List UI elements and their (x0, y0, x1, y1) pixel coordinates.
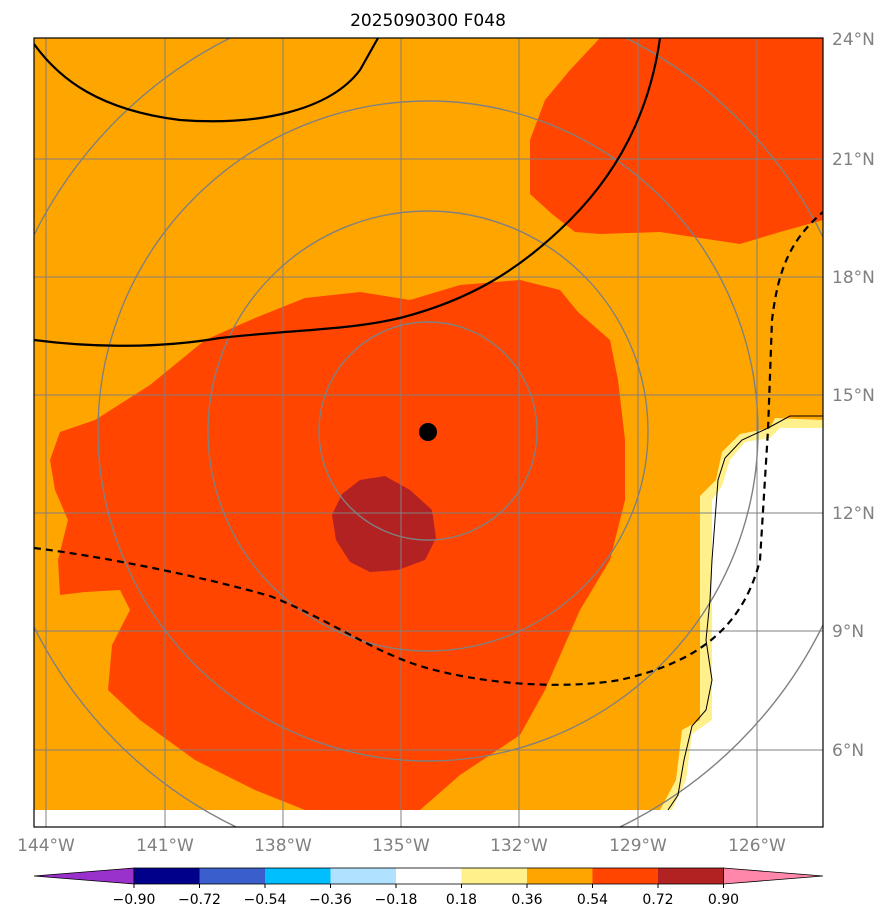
field-bottom-blank (34, 810, 823, 827)
colorbar (33, 867, 824, 888)
storm-center-marker (419, 423, 437, 441)
lat-label: 12°N (832, 504, 875, 524)
field-red-region-northeast (530, 38, 823, 244)
lat-label: 6°N (832, 741, 864, 761)
colorbar-tick-label: 0.90 (708, 892, 739, 908)
lat-label: 15°N (832, 386, 875, 406)
colorbar-extend-low (33, 867, 135, 885)
contour-solid-top (34, 38, 379, 123)
contour-solid-main (34, 38, 662, 347)
coastline (667, 415, 823, 811)
range-ring-2 (207, 210, 649, 652)
colorbar-extend-high (723, 867, 824, 885)
lon-label: 126°W (728, 836, 786, 856)
lon-label: 135°W (372, 836, 430, 856)
lat-label: 24°N (832, 30, 875, 50)
contours-dashed (34, 211, 823, 686)
lon-label: 132°W (490, 836, 548, 856)
colorbar-labels: −0.90 −0.72 −0.54 −0.36 −0.18 0.18 0.36 0.54 0.7… (113, 892, 740, 908)
colorbar-segment (265, 868, 331, 884)
colorbar-segment (330, 868, 397, 884)
colorbar-segment (592, 868, 659, 884)
colorbar-segment (396, 868, 462, 884)
colorbar-tick-label: −0.72 (178, 892, 221, 908)
colorbar-segment (134, 868, 200, 884)
field-red-region-main (50, 280, 625, 810)
colorbar-tick-label: 0.36 (511, 892, 542, 908)
colorbar-segment (461, 868, 528, 884)
map-plot-area (34, 38, 823, 827)
colorbar-tick-label: −0.36 (309, 892, 352, 908)
lat-label: 9°N (832, 622, 864, 642)
colorbar-segment (658, 868, 724, 884)
lon-label: 141°W (136, 836, 194, 856)
colorbar-tick-label: 0.54 (577, 892, 608, 908)
colorbar-tick-label: −0.90 (113, 892, 156, 908)
contour-dashed-south (34, 211, 823, 686)
colorbar-tick-label: −0.18 (375, 892, 418, 908)
lon-label: 138°W (254, 836, 312, 856)
lat-label: 18°N (832, 268, 875, 288)
colorbar-tick-label: 0.18 (446, 892, 477, 908)
lon-label: 144°W (17, 836, 75, 856)
longitude-labels: 144°W 141°W 138°W 135°W 132°W 129°W 126°… (17, 836, 786, 856)
colorbar-tick-label: −0.54 (244, 892, 287, 908)
colorbar-segment (527, 868, 593, 884)
lon-label: 129°W (609, 836, 667, 856)
map-title: 2025090300 F048 (350, 11, 506, 31)
latitude-labels: 24°N 21°N 18°N 15°N 12°N 9°N 6°N (832, 30, 875, 761)
contours-solid (34, 38, 662, 347)
colorbar-frame (133, 867, 724, 885)
graticule (34, 38, 823, 827)
colorbar-segment (199, 868, 266, 884)
colorbar-tick-label: 0.72 (642, 892, 673, 908)
lat-label: 21°N (832, 150, 875, 170)
field-maximum-blob (332, 476, 436, 572)
range-rings (34, 38, 823, 827)
map-frame (33, 37, 824, 828)
range-ring-1 (318, 321, 538, 541)
field-white-region (672, 428, 823, 810)
range-ring-3 (97, 100, 759, 762)
